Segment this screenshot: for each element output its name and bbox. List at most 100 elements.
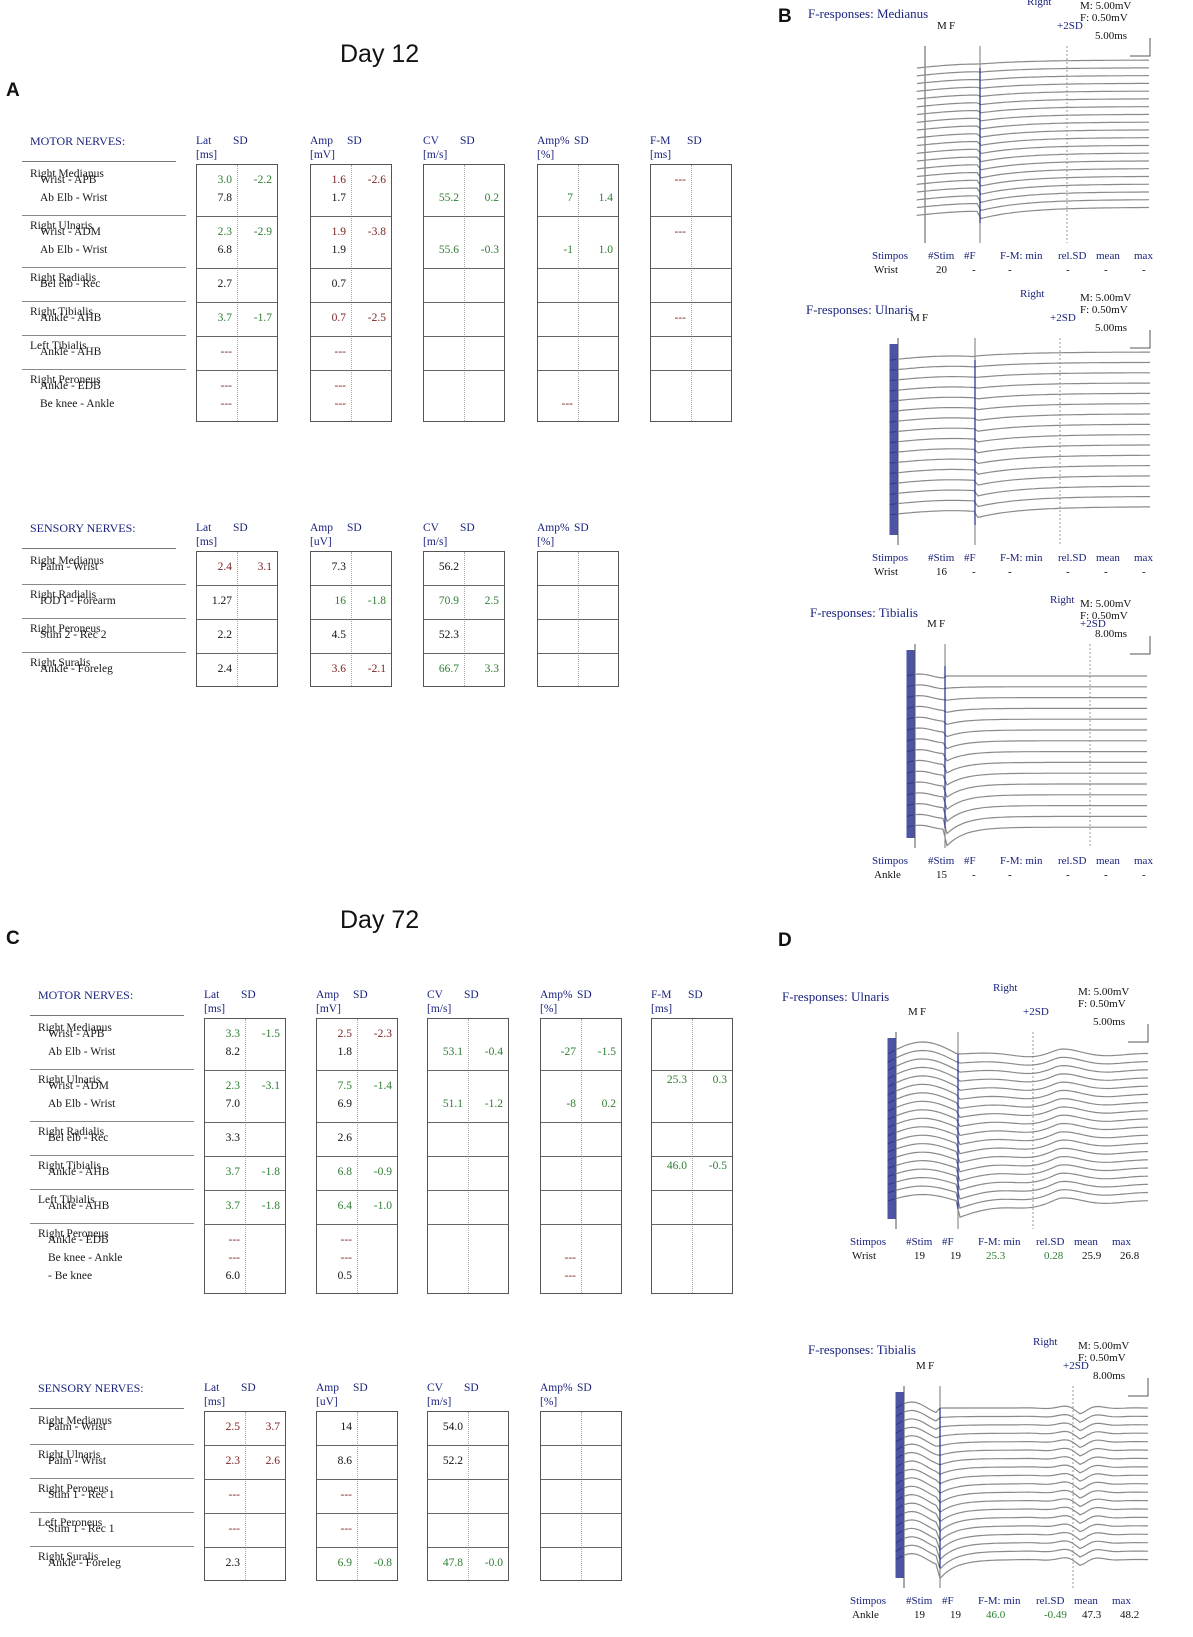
scale-m-label: M: 5.00mV: [1080, 0, 1132, 12]
value-lat: 3.3: [225, 1132, 240, 1144]
group-separator: [311, 336, 391, 337]
footer-value: 26.8: [1120, 1250, 1140, 1262]
f-wave-trace: [906, 770, 1147, 786]
group-separator: [197, 336, 277, 337]
group-separator: [311, 268, 391, 269]
footer-header: mean: [1096, 855, 1120, 867]
f-wave-trace: [887, 1134, 1149, 1155]
f-wave-trace: [916, 113, 1149, 123]
scale-m-label: M: 5.00mV: [1078, 986, 1130, 998]
group-separator: [424, 268, 504, 269]
sensory-nerves-label: SENSORY NERVES:: [38, 1381, 144, 1395]
group-separator: [541, 1445, 621, 1446]
col-header-sd: SD: [464, 989, 479, 1001]
value-cv: 51.1: [442, 1098, 463, 1110]
footer-value: 19: [914, 1609, 925, 1621]
f-wave-trace: [916, 183, 1150, 195]
scale-f-label: F: 0.50mV: [1080, 12, 1128, 24]
f-wave-trace: [916, 82, 1149, 92]
group-separator: [428, 1445, 508, 1446]
column-divider: [464, 165, 465, 421]
group-separator: [317, 1547, 397, 1548]
footer-value: Ankle: [874, 869, 901, 881]
value-amp: 0.7: [331, 312, 346, 324]
col-header-sd: SD: [574, 522, 589, 534]
column-box-fm: [651, 1018, 733, 1294]
col-header-lat: Lat [ms] SD: [196, 521, 248, 549]
segment-name: Stim 1 - Rec 1: [48, 1489, 115, 1501]
value-lat: ---: [228, 1234, 241, 1246]
value-lat: 2.4: [217, 561, 232, 573]
value-amp: ---: [334, 398, 347, 410]
group-separator: [541, 1190, 621, 1191]
f-response-title: F-responses: Tibialis: [808, 1342, 916, 1357]
footer-value: -: [1008, 869, 1012, 881]
scale-f-label: F: 0.50mV: [1080, 610, 1128, 622]
segment-name: Bel elb - Rec: [48, 1132, 109, 1144]
footer-value: 47.3: [1082, 1609, 1102, 1621]
f-wave-trace: [887, 1185, 1149, 1209]
col-header-sd: SD: [347, 135, 362, 147]
scale-f-label: F: 0.50mV: [1078, 1352, 1126, 1364]
col-header-amp_pct-unit: [%]: [537, 149, 555, 161]
col-header-sd: SD: [577, 1382, 592, 1394]
segment-name: Ankle - AHB: [40, 346, 102, 358]
group-separator: [652, 1070, 732, 1071]
value-lat: ---: [220, 398, 233, 410]
f-wave-trace: [889, 465, 1150, 475]
footer-value: -: [1104, 869, 1108, 881]
group-separator: [197, 216, 277, 217]
f-wave-trace: [887, 1109, 1149, 1128]
segment-name: Stim 1 - Rec 1: [48, 1523, 115, 1535]
col-header-lat-unit: [ms]: [204, 1003, 226, 1015]
f-wave-trace: [889, 496, 1150, 508]
value-lat: 3.7: [225, 1200, 240, 1212]
f-wave-trace: [895, 1418, 1148, 1432]
value-amp: 2.6: [337, 1132, 352, 1144]
value-lat-sd: -2.9: [253, 226, 272, 238]
col-header-cv: CV [m/s] SD: [423, 134, 475, 162]
value-lat: 6.0: [225, 1270, 240, 1282]
nerve-separator: [30, 1478, 194, 1479]
segment-name: Wrist - ADM: [48, 1080, 109, 1092]
group-separator: [205, 1190, 285, 1191]
column-divider: [351, 165, 352, 421]
nerve-separator: [22, 301, 186, 302]
segment-name: Be knee - Ankle: [48, 1252, 123, 1264]
footer-header: rel.SD: [1036, 1236, 1065, 1248]
section-rule: [22, 161, 176, 162]
value-amp: ---: [340, 1489, 353, 1501]
section-rule: [22, 548, 176, 549]
nerve-separator: [22, 618, 186, 619]
footer-header: #Stim: [928, 250, 955, 262]
group-separator: [652, 1122, 732, 1123]
col-header-sd: SD: [687, 135, 702, 147]
footer-header: #F: [964, 552, 976, 564]
footer-header: F-M: min: [1000, 552, 1043, 564]
f-wave-trace: [895, 1477, 1148, 1495]
column-box-cv: [427, 1411, 509, 1581]
panel-letter-b: B: [778, 6, 792, 27]
column-box-lat: [204, 1411, 286, 1581]
f-wave-trace: [906, 673, 1147, 679]
group-separator: [317, 1224, 397, 1225]
f-wave-trace: [916, 59, 1149, 69]
scale-time-label: 5.00ms: [1095, 30, 1128, 42]
f-response-title: F-responses: Medianus: [808, 6, 929, 21]
segment-name: Ab Elb - Wrist: [40, 244, 108, 256]
col-header-amp_pct-name: Amp%: [537, 135, 570, 147]
col-header-lat-name: Lat: [204, 1382, 220, 1394]
f-response-traces: [916, 38, 1151, 243]
value-fm-sd: -0.5: [708, 1160, 727, 1172]
col-header-cv-unit: [m/s]: [427, 1003, 452, 1015]
footer-value: 48.2: [1120, 1609, 1140, 1621]
group-separator: [428, 1190, 508, 1191]
nerve-name: Right Medianus: [38, 1415, 112, 1427]
segment-name: Stim 2 - Rec 2: [40, 629, 107, 641]
nerve-separator: [22, 335, 186, 336]
value-amp-sd: -1.4: [373, 1080, 392, 1092]
f-response-traces: [889, 330, 1151, 545]
footer-header: max: [1112, 1595, 1131, 1607]
f-wave-trace: [895, 1485, 1148, 1504]
group-separator: [197, 653, 277, 654]
